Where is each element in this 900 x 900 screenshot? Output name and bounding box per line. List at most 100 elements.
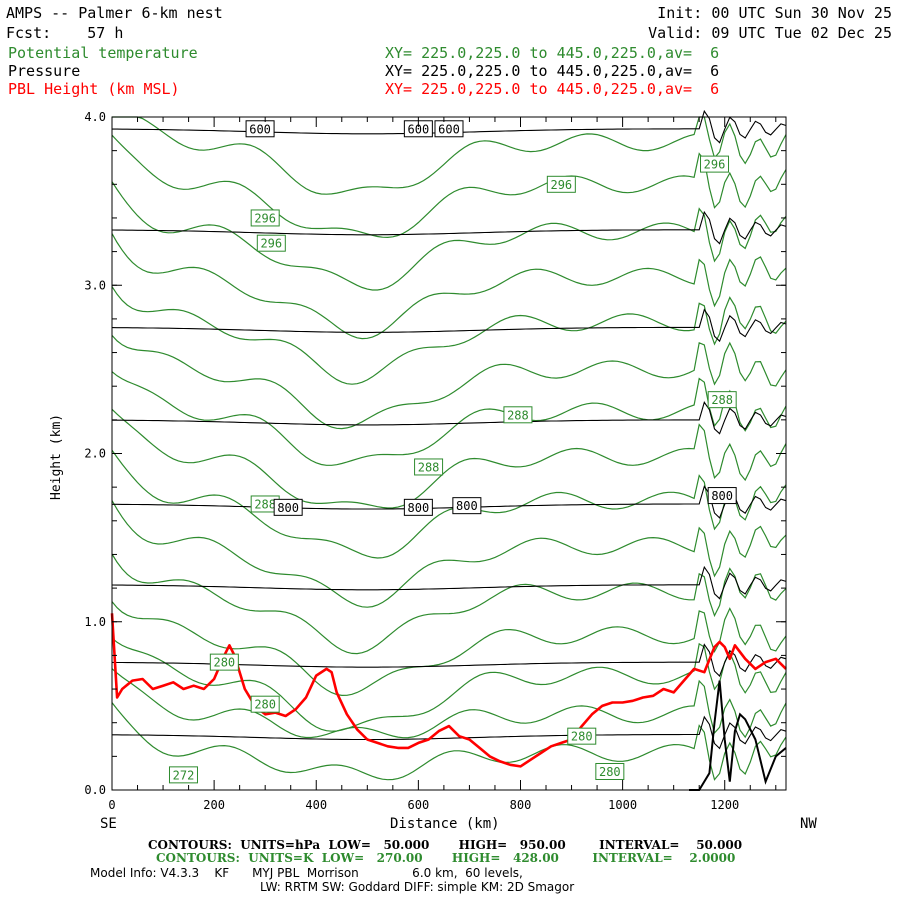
pressure-contour-label-text: 600 (408, 122, 430, 136)
theta-contour-label-box (168, 766, 198, 784)
init-time: Init: 00 UTC Sun 30 Nov 25 (657, 4, 892, 22)
y-axis-label: Height (km) (49, 413, 64, 500)
model-title: AMPS -- Palmer 6-km nest (6, 4, 223, 22)
theta-contour-label-text: 296 (260, 237, 282, 251)
theta-contour-label-box (256, 234, 286, 252)
pbl-height-series (110, 613, 787, 768)
theta-contour-label-box (707, 391, 737, 409)
theta-contour-label-box (546, 175, 576, 193)
y-tick-label: 3.0 (84, 278, 106, 292)
theta-contour-line (111, 500, 787, 608)
y-tick-label: 4.0 (84, 110, 106, 124)
field-xy-pbl: XY= 225.0,225.0 to 445.0,225.0,av= 6 (385, 80, 720, 98)
theta-contour-label: 288 (503, 406, 533, 424)
theta-contour-label-text: 280 (571, 730, 593, 744)
pressure-contour-line (111, 565, 787, 600)
pressure-contour-label-box (273, 498, 303, 516)
se-label: SE (100, 816, 117, 832)
valid-time: Valid: 09 UTC Tue 02 Dec 25 (648, 24, 892, 42)
field-name-pressure: Pressure (8, 62, 81, 80)
theta-contour-line (111, 702, 787, 781)
field-name-theta: Potential temperature (8, 44, 198, 62)
theta-contour-line (111, 601, 787, 697)
pressure-contour-line (112, 485, 787, 519)
pressure-contour-label: 800 (273, 498, 303, 516)
theta-contour-label-text: 272 (173, 768, 195, 782)
nw-label: NW (800, 816, 817, 832)
y-tick-label: 2.0 (84, 447, 106, 461)
theta-contour-info: CONTOURS: UNITS=K LOW= 270.00 HIGH= 428.… (156, 851, 736, 865)
theta-contour-label: 280 (209, 653, 239, 671)
pressure-contour-label-box (434, 120, 464, 138)
theta-contour-label: 280 (250, 695, 280, 713)
theta-contour-line (111, 668, 787, 739)
theta-contour-label: 280 (567, 727, 597, 745)
pressure-contour-label-box (452, 497, 482, 515)
theta-contour-line (112, 116, 787, 195)
theta-contour-label-text: 296 (704, 158, 726, 172)
theta-contour-line (111, 233, 787, 340)
x-axis-label: Distance (km) (390, 816, 500, 832)
theta-contour-line (111, 637, 787, 732)
pressure-contour-info: CONTOURS: UNITS=hPa LOW= 50.000 HIGH= 95… (148, 838, 743, 852)
theta-contour-line (111, 553, 787, 655)
theta-contour-line (111, 408, 787, 509)
pressure-contour-label: 600 (434, 120, 464, 138)
pressure-contour-label-text: 600 (438, 122, 460, 136)
plot-frame (111, 116, 787, 791)
theta-contours (111, 116, 787, 781)
theta-contour-label-box (567, 727, 597, 745)
theta-contour-label-box (250, 695, 280, 713)
theta-contour-label: 272 (168, 766, 198, 784)
pressure-contour-label: 800 (403, 498, 433, 516)
theta-contour-label-text: 280 (599, 765, 621, 779)
pressure-contour-line (111, 210, 787, 245)
pressure-contour-line (111, 308, 787, 343)
x-tick-label: 800 (510, 798, 532, 812)
pressure-contour-label-text: 800 (711, 489, 733, 503)
theta-contour-line (111, 134, 787, 239)
pressure-contour-label-text: 800 (408, 501, 430, 515)
theta-contour-label: 296 (256, 234, 286, 252)
x-tick-label: 1200 (710, 798, 739, 812)
pressure-contour-label-text: 800 (456, 499, 478, 513)
theta-contour-label-text: 288 (418, 460, 440, 474)
theta-contour-label-text: 280 (254, 698, 276, 712)
pressure-contour-line (112, 401, 787, 435)
field-xy-pressure: XY= 225.0,225.0 to 445.0,225.0,av= 6 (385, 62, 720, 80)
pressure-contour-label-box (245, 120, 275, 138)
theta-contour-label: 288 (414, 458, 444, 476)
theta-contour-label: 296 (546, 175, 576, 193)
theta-contour-label-text: 296 (550, 178, 572, 192)
pressure-contour-label: 600 (403, 120, 433, 138)
terrain-line (689, 680, 787, 791)
pressure-contour-label-text: 800 (277, 501, 299, 515)
pressure-contour-label-text: 600 (249, 122, 271, 136)
pressure-contour-label-box (403, 498, 433, 516)
theta-contour-line (111, 286, 787, 385)
theta-contour-line (111, 334, 787, 430)
terrain-profile (689, 680, 787, 791)
model-info-line2: LW: RRTM SW: Goddard DIFF: simple KM: 2D… (260, 880, 575, 894)
contour-labels: 296 296 296 296 288 288 288 288 280 280 280 280 272 6… (168, 120, 737, 784)
pressure-contour-label: 800 (452, 497, 482, 515)
pressure-contour-line (112, 715, 787, 750)
theta-contour-label: 296 (250, 209, 280, 227)
theta-contour-label: 288 (250, 495, 280, 513)
theta-contour-label-box (503, 406, 533, 424)
theta-contour-label: 296 (700, 155, 730, 173)
forecast-hour: Fcst: 57 h (6, 24, 123, 42)
theta-contour-label: 280 (595, 762, 625, 780)
x-tick-label: 600 (408, 798, 430, 812)
fcst-label: Fcst: (6, 24, 52, 42)
field-xy-theta: XY= 225.0,225.0 to 445.0,225.0,av= 6 (385, 44, 720, 62)
theta-contour-label-box (209, 653, 239, 671)
pressure-contour-label-box (707, 487, 737, 505)
theta-contour-label-text: 288 (711, 393, 733, 407)
pressure-contour-label: 600 (245, 120, 275, 138)
pressure-contour-label: 800 (707, 487, 737, 505)
theta-contour-line (111, 449, 787, 559)
theta-contour-label-text: 288 (507, 408, 529, 422)
theta-contour-label-box (595, 762, 625, 780)
